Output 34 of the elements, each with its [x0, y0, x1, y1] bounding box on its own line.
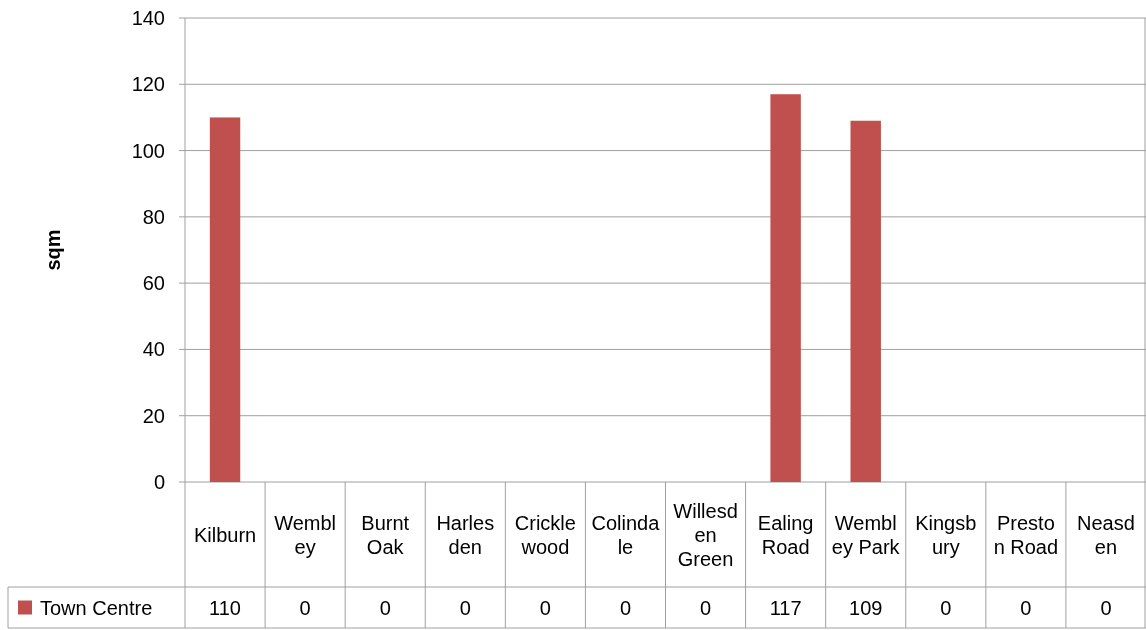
- legend-label: Town Centre: [40, 596, 153, 619]
- y-axis-title: sqm: [42, 229, 64, 271]
- x-tick-label: Preston Road: [993, 511, 1059, 558]
- x-tick-label: Wembley: [274, 511, 337, 558]
- data-label: 0: [619, 596, 632, 619]
- data-label: 0: [539, 596, 551, 619]
- data-label: 0: [379, 596, 391, 619]
- x-tick-label: Kingsbury: [915, 511, 977, 558]
- x-tick-label: Ealing Road: [757, 511, 814, 558]
- y-tick-label: 60: [142, 272, 165, 295]
- x-tick-label: Neasden: [1077, 511, 1135, 558]
- data-label: 117: [769, 596, 802, 619]
- data-label: 109: [849, 596, 883, 619]
- y-tick-label: 120: [131, 73, 165, 96]
- y-tick-label: 20: [142, 404, 165, 427]
- data-label: 110: [209, 596, 241, 619]
- x-tick-label: Colindale: [591, 511, 661, 558]
- x-tick-label: Burnt Oak: [361, 511, 410, 558]
- x-tick-label: Wembley Park: [831, 511, 901, 558]
- x-tick-label: Harlesden: [436, 511, 495, 558]
- y-tick-label: 40: [142, 338, 165, 361]
- data-label: 0: [940, 596, 952, 619]
- data-label: 0: [1020, 596, 1032, 619]
- x-tick-label: Willesden Green: [673, 499, 738, 570]
- data-label: 0: [299, 596, 311, 619]
- y-tick-label: 0: [153, 471, 165, 493]
- data-label: 0: [459, 596, 471, 619]
- y-tick-label: 100: [131, 139, 165, 162]
- x-tick-label: Kilburn: [193, 523, 257, 546]
- x-tick-label: Cricklewood: [514, 511, 576, 558]
- y-tick-label: 140: [131, 7, 165, 29]
- y-tick-label: 80: [142, 205, 165, 228]
- data-label: 0: [699, 596, 712, 619]
- data-label: 0: [1100, 596, 1112, 619]
